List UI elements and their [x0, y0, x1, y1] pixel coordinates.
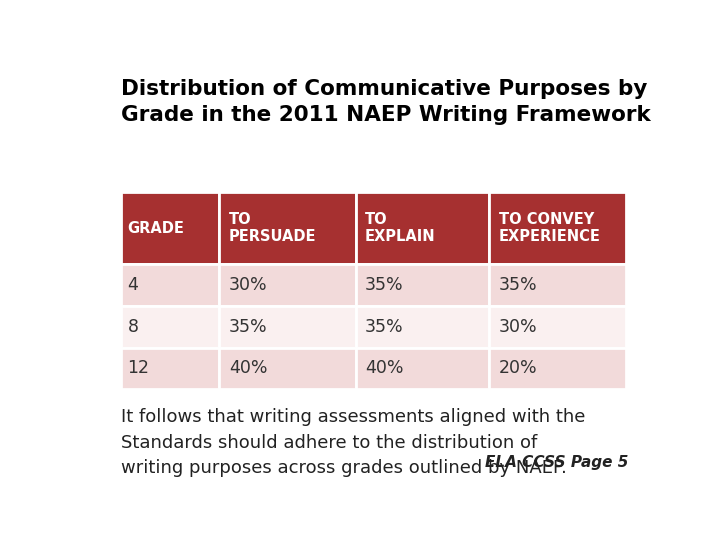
Bar	[219, 348, 356, 389]
Text: It follows that writing assessments aligned with the
Standards should adhere to : It follows that writing assessments alig…	[121, 408, 585, 477]
Text: Distribution of Communicative Purposes by
Grade in the 2011 NAEP Writing Framewo: Distribution of Communicative Purposes b…	[121, 79, 650, 125]
Text: 30%: 30%	[499, 318, 538, 336]
Bar	[121, 192, 219, 265]
Bar	[121, 265, 219, 306]
Text: 20%: 20%	[499, 359, 538, 377]
Text: TO
EXPLAIN: TO EXPLAIN	[365, 212, 436, 244]
Bar	[490, 348, 626, 389]
Text: TO
PERSUADE: TO PERSUADE	[229, 212, 316, 244]
Bar	[121, 306, 219, 348]
Bar	[490, 306, 626, 348]
Bar	[219, 192, 356, 265]
Bar	[356, 265, 490, 306]
Text: 35%: 35%	[499, 276, 538, 294]
Bar	[121, 348, 219, 389]
Bar	[356, 306, 490, 348]
Bar	[490, 192, 626, 265]
Bar	[219, 306, 356, 348]
Text: 40%: 40%	[229, 359, 267, 377]
Text: 35%: 35%	[365, 318, 403, 336]
Text: 8: 8	[127, 318, 138, 336]
Bar	[219, 265, 356, 306]
Text: TO CONVEY
EXPERIENCE: TO CONVEY EXPERIENCE	[499, 212, 600, 244]
Text: 35%: 35%	[365, 276, 403, 294]
Bar	[490, 265, 626, 306]
Bar	[356, 192, 490, 265]
Text: GRADE: GRADE	[127, 220, 184, 235]
Text: 4: 4	[127, 276, 138, 294]
Text: ELA CCSS Page 5: ELA CCSS Page 5	[485, 455, 629, 470]
Text: 30%: 30%	[229, 276, 267, 294]
Bar	[356, 348, 490, 389]
Text: 40%: 40%	[365, 359, 403, 377]
Text: 12: 12	[127, 359, 150, 377]
Text: 35%: 35%	[229, 318, 267, 336]
